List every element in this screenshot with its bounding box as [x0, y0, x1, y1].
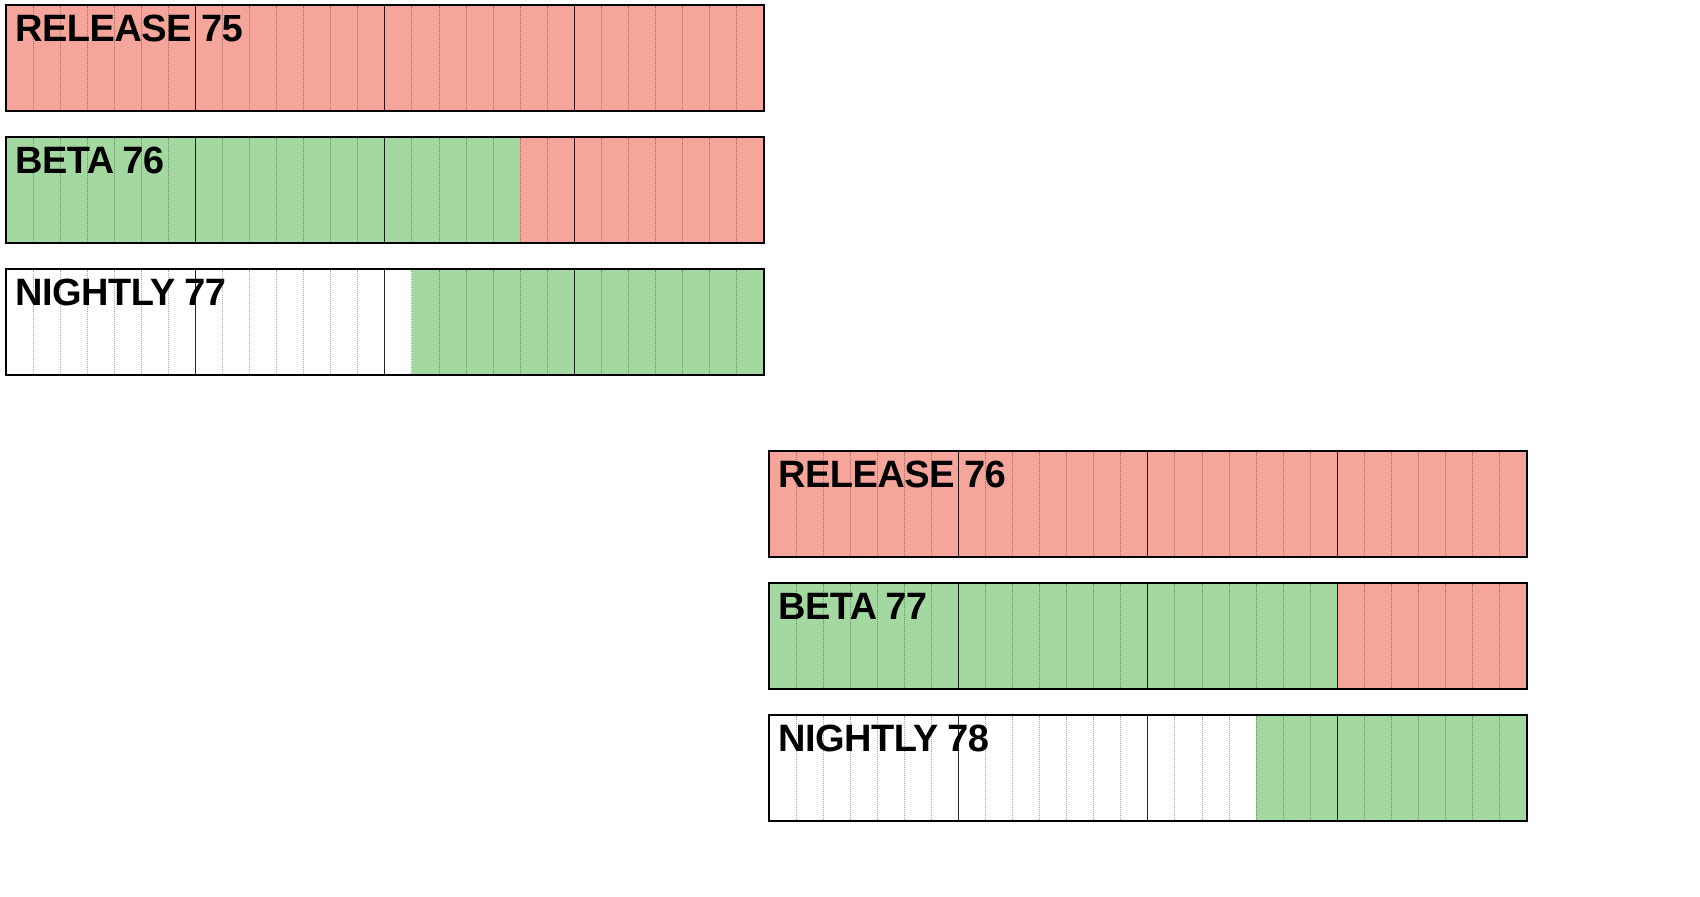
- beta-76-bar: BETA 76: [5, 136, 765, 244]
- release-76-bar: RELEASE 76: [768, 450, 1528, 558]
- segment: [1256, 716, 1526, 820]
- nightly-77-bar: NIGHTLY 77: [5, 268, 765, 376]
- release-76-label: RELEASE 76: [778, 454, 1005, 497]
- beta-77-label: BETA 77: [778, 586, 927, 629]
- timeline-group: RELEASE 76 BETA 77 NIGHTLY 78: [768, 450, 1528, 822]
- timeline-group: RELEASE 75 BETA 76 NIGHTLY 77: [5, 4, 765, 376]
- beta-77-bar: BETA 77: [768, 582, 1528, 690]
- release-timeline-diagram: RELEASE 75 BETA 76 NIGHTLY 77 RELEASE 76 BET…: [0, 0, 1700, 897]
- nightly-77-label: NIGHTLY 77: [15, 272, 225, 315]
- nightly-78-label: NIGHTLY 78: [778, 718, 988, 761]
- nightly-78-bar: NIGHTLY 78: [768, 714, 1528, 822]
- beta-76-label: BETA 76: [15, 140, 164, 183]
- release-75-label: RELEASE 75: [15, 8, 242, 51]
- segment: [520, 138, 763, 242]
- segment: [1337, 584, 1526, 688]
- segment: [412, 270, 763, 374]
- release-75-bar: RELEASE 75: [5, 4, 765, 112]
